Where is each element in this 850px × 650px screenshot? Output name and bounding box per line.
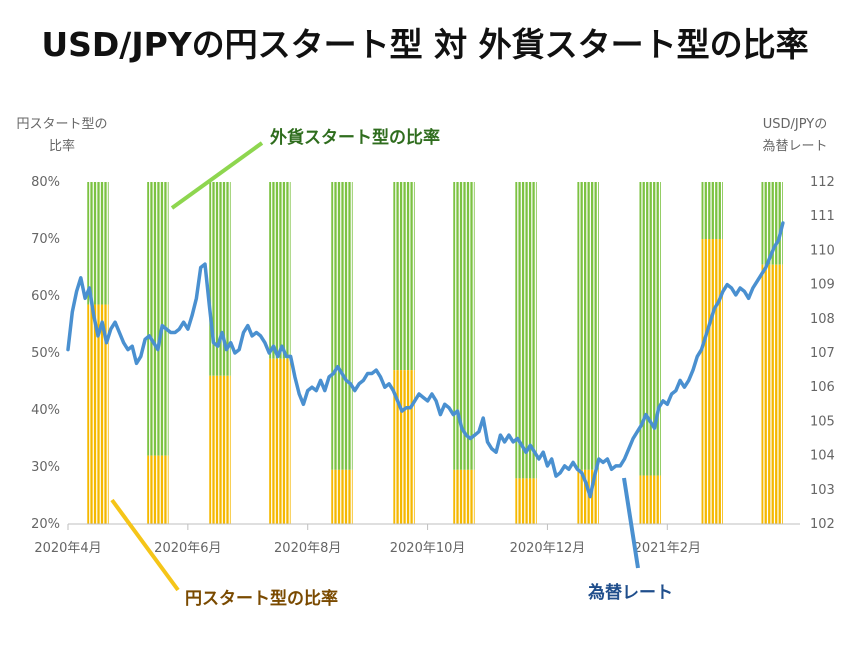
bar-stripes-1 [89,182,108,524]
right-axis-label-line2: 為替レート [762,138,827,154]
axis-layer: 80% 70% 60% 50% 40% 30% 20% 112 111 110 109 108 107 1… [31,175,835,556]
bar-foreign-6 [393,182,415,371]
exchange-rate-line [66,221,785,499]
x-tick-label: 2020年10月 [390,541,466,556]
left-axis-label-line2: 比率 [49,138,75,154]
bar-yen-7 [453,469,475,524]
bar-foreign-10 [639,182,661,476]
bar-period-1 [87,182,109,524]
bar-foreign-8 [515,182,537,479]
line-layer [66,221,785,499]
right-tick-label: 111 [810,209,835,224]
right-tick-label: 110 [810,243,835,258]
bar-yen-12 [761,264,783,524]
chart-title: USD/JPYの円スタート型 対 外貨スタート型の比率 [41,25,809,64]
bar-period-5 [331,182,353,524]
left-axis-label-line1: 円スタート型の [16,117,107,132]
bar-period-11 [701,182,723,524]
bar-foreign-5 [331,182,353,470]
bar-yen-2 [147,455,169,524]
bar-stripes-8 [517,182,536,524]
left-tick-label: 50% [31,346,60,361]
x-tick-label: 2020年4月 [34,541,101,556]
bar-yen-5 [331,469,353,524]
bar-period-10 [639,182,661,524]
left-tick-label: 20% [31,517,60,532]
bar-foreign-7 [453,182,475,470]
bar-foreign-9 [577,182,599,470]
bar-foreign-2 [147,182,169,456]
right-tick-label: 108 [810,312,835,327]
bar-yen-10 [639,475,661,524]
rate-callout-label: 為替レート [588,582,673,603]
yen-callout-label: 円スタート型の比率 [185,588,338,609]
x-tick-label: 2020年6月 [154,541,221,556]
bar-period-2 [147,182,169,524]
right-tick-label: 107 [810,346,835,361]
left-tick-label: 40% [31,403,60,418]
bar-stripes-10 [641,182,661,524]
right-tick-label: 106 [810,380,835,395]
bar-yen-4 [269,358,291,524]
foreign-callout-line [170,141,264,210]
bar-period-6 [393,182,415,524]
left-tick-label: 70% [31,232,60,247]
right-tick-label: 112 [810,175,835,190]
bar-stripes-3 [211,182,230,524]
bar-yen-11 [701,239,723,524]
left-tick-label: 60% [31,289,60,304]
bar-stripes-6 [395,182,414,524]
bar-foreign-1 [87,182,109,305]
bar-foreign-4 [269,182,291,359]
foreign-callout-label: 外貨スタート型の比率 [270,127,440,148]
bar-period-7 [453,182,475,524]
x-tick-label: 2020年12月 [510,541,586,556]
bar-yen-8 [515,478,537,524]
bar-foreign-11 [701,182,723,239]
yen-callout-line [110,498,180,592]
right-tick-label: 103 [810,483,835,498]
bar-stripes-2 [149,182,168,524]
bar-period-12 [761,182,783,524]
bar-period-3 [209,182,231,524]
right-axis-label-line1: USD/JPYの [763,117,828,132]
right-tick-label: 105 [810,414,835,429]
x-tick-label: 2021年2月 [634,541,701,556]
right-tick-label: 104 [810,449,835,464]
right-tick-label: 102 [810,517,835,532]
left-tick-label: 30% [31,460,60,475]
label-layer: 円スタート型の 比率 USD/JPYの 為替レート 外貨スタート型の比率 円スタ… [16,117,827,609]
rate-callout-line [622,477,640,569]
bar-yen-3 [209,375,231,524]
bar-stripes-7 [455,182,474,524]
bar-yen-6 [393,370,415,524]
left-tick-label: 80% [31,175,60,190]
bars-layer [87,182,783,524]
right-tick-label: 109 [810,278,835,293]
bar-stripes-5 [333,182,352,524]
bar-stripes-11 [703,182,723,524]
x-tick-label: 2020年8月 [274,541,341,556]
bar-period-8 [515,182,537,524]
